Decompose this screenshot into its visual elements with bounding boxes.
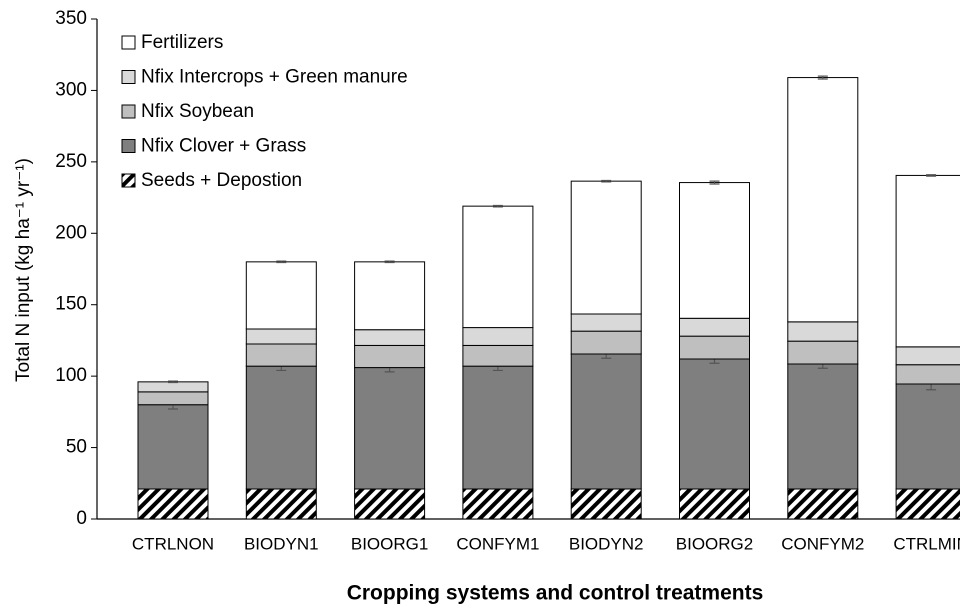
bar-segment bbox=[462, 205, 534, 329]
error-bar bbox=[492, 204, 503, 208]
bar-segment bbox=[245, 261, 317, 330]
bar-segment bbox=[354, 344, 426, 369]
bar-segment bbox=[137, 391, 209, 406]
y-tick-label: 100 bbox=[55, 365, 87, 386]
x-tick-label: BIODYN2 bbox=[569, 534, 644, 553]
bar-segment bbox=[462, 327, 534, 346]
legend-swatch bbox=[121, 70, 136, 84]
legend-swatch bbox=[121, 104, 136, 119]
bar-segment bbox=[679, 335, 750, 360]
bar-segment bbox=[137, 488, 209, 520]
bar-segment bbox=[679, 358, 750, 490]
bar-segment bbox=[462, 365, 534, 490]
bar-segment bbox=[787, 77, 859, 323]
x-axis-title: Cropping systems and control treatments bbox=[347, 582, 764, 605]
bar-segment bbox=[679, 182, 750, 319]
error-bar bbox=[276, 260, 287, 264]
legend-swatch bbox=[121, 173, 136, 188]
bar-segment bbox=[895, 488, 960, 520]
bar-segment bbox=[354, 261, 426, 331]
x-tick-label: CTRLNON bbox=[132, 534, 214, 553]
legend-label: Nfix Soybean bbox=[141, 101, 254, 122]
bar-segment bbox=[137, 404, 209, 490]
bar-segment bbox=[895, 364, 960, 385]
y-tick-label: 150 bbox=[55, 294, 87, 315]
y-tick-label: 250 bbox=[55, 151, 87, 172]
bar-segment bbox=[787, 488, 859, 520]
bar-segment bbox=[462, 344, 534, 367]
bar-segment bbox=[354, 488, 426, 520]
x-tick-label: BIOORG2 bbox=[676, 534, 753, 553]
bar-segment bbox=[895, 174, 960, 348]
error-bar bbox=[709, 180, 720, 185]
y-tick-label: 0 bbox=[76, 508, 87, 529]
bar-segment bbox=[354, 367, 426, 490]
y-tick-label: 300 bbox=[55, 79, 87, 100]
bar-segment bbox=[245, 365, 317, 490]
bar-segment bbox=[570, 330, 642, 355]
y-tick-label: 50 bbox=[66, 437, 87, 458]
y-tick-label: 200 bbox=[55, 222, 87, 243]
x-tick-label: CTRLMIN bbox=[893, 534, 960, 553]
bar-segment bbox=[462, 488, 534, 520]
error-bar bbox=[168, 380, 178, 384]
bar-segment bbox=[679, 317, 750, 337]
legend-label: Fertilizers bbox=[141, 32, 223, 53]
x-tick-label: BIOORG1 bbox=[351, 534, 428, 553]
x-tick-label: CONFYM2 bbox=[781, 534, 864, 553]
y-tick-label: 350 bbox=[55, 8, 87, 29]
legend-swatch bbox=[121, 139, 136, 153]
error-bar bbox=[601, 179, 612, 183]
bar-segment bbox=[137, 381, 209, 393]
legend-label: Nfix Clover + Grass bbox=[141, 136, 306, 157]
bar-segment bbox=[679, 488, 750, 520]
bar-segment bbox=[354, 329, 426, 346]
bar-segment bbox=[570, 488, 642, 520]
bar-segment bbox=[895, 383, 960, 490]
bar-segment bbox=[245, 488, 317, 520]
bar-segment bbox=[570, 313, 642, 332]
x-tick-label: CONFYM1 bbox=[456, 534, 539, 553]
bar-segment bbox=[787, 321, 859, 342]
error-bar bbox=[926, 174, 937, 177]
error-bar bbox=[817, 75, 828, 80]
bar-segment bbox=[570, 353, 642, 490]
bar-segment bbox=[787, 363, 859, 490]
y-axis-title: Total N input (kg ha⁻¹ yr⁻¹) bbox=[13, 158, 34, 382]
bar-segment bbox=[787, 340, 859, 365]
legend-label: Nfix Intercrops + Green manure bbox=[141, 67, 408, 88]
legend-swatch bbox=[121, 35, 136, 50]
bar-segment bbox=[570, 180, 642, 315]
x-tick-label: BIODYN1 bbox=[244, 534, 319, 553]
legend-label: Seeds + Depostion bbox=[141, 170, 302, 191]
bar-segment bbox=[245, 343, 317, 367]
bar-segment bbox=[245, 328, 317, 345]
bar-segment bbox=[895, 346, 960, 366]
error-bar bbox=[384, 260, 395, 264]
